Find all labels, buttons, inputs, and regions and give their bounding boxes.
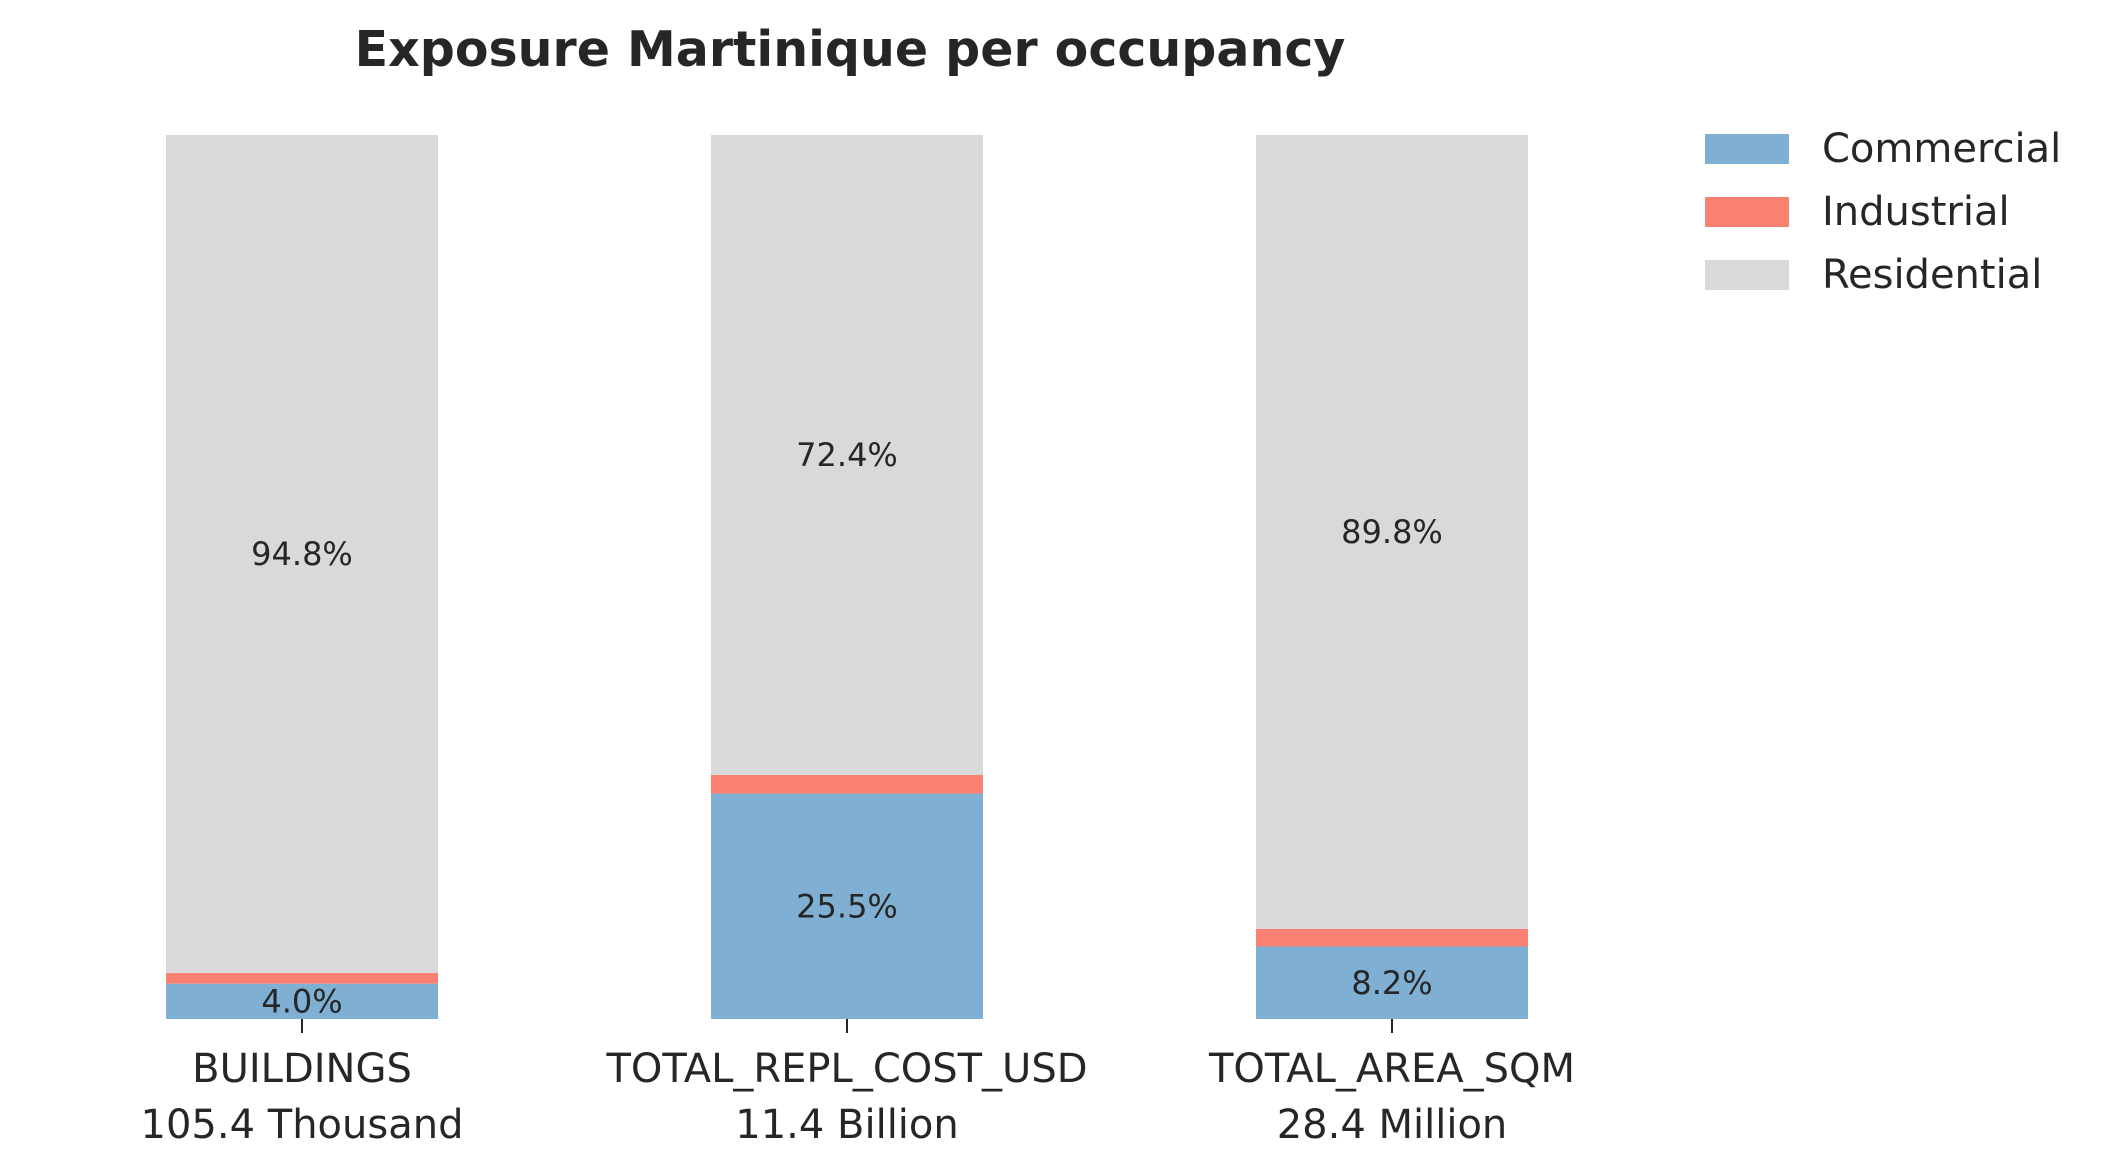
x-tick-label: TOTAL_AREA_SQM — [1208, 1046, 1575, 1092]
data-label: 72.4% — [796, 436, 898, 474]
data-label: 4.0% — [261, 982, 342, 1020]
data-label: 8.2% — [1351, 964, 1432, 1002]
x-tick-label: BUILDINGS — [192, 1046, 412, 1092]
bars-group: 4.0% 94.8% 25.5% 72.4% 8.2% 89.8% — [166, 135, 1528, 1020]
x-tick-total-label: 28.4 Million — [1277, 1102, 1508, 1148]
x-tick-total-label: 105.4 Thousand — [141, 1102, 464, 1148]
bar-segment-residential — [1256, 135, 1528, 929]
bar-segment-commercial — [166, 983, 438, 1019]
data-label: 25.5% — [796, 887, 898, 925]
legend-label: Residential — [1822, 252, 2042, 298]
x-tick-label: TOTAL_REPL_COST_USD — [605, 1046, 1087, 1092]
bar-segment-industrial — [1256, 928, 1528, 947]
legend-label: Industrial — [1822, 189, 2010, 235]
chart-title: Exposure Martinique per occupancy — [355, 21, 1346, 78]
legend-swatch-residential — [1705, 260, 1789, 290]
bar-segment-residential — [711, 135, 983, 776]
bar-segment-industrial — [166, 973, 438, 984]
bar-segment-residential — [166, 135, 438, 974]
data-label: 89.8% — [1341, 513, 1443, 551]
bar-segment-industrial — [711, 775, 983, 794]
legend: Commercial Industrial Residential — [1705, 126, 2061, 298]
legend-label: Commercial — [1822, 126, 2061, 172]
bar-segment-commercial — [1256, 946, 1528, 1019]
legend-swatch-industrial — [1705, 197, 1789, 227]
bar-segment-commercial — [711, 793, 983, 1019]
x-axis: BUILDINGS 105.4 Thousand TOTAL_REPL_COST_U… — [141, 1019, 1575, 1148]
x-tick-total-label: 11.4 Billion — [735, 1102, 959, 1148]
legend-swatch-commercial — [1705, 134, 1789, 164]
data-label: 94.8% — [251, 535, 353, 573]
